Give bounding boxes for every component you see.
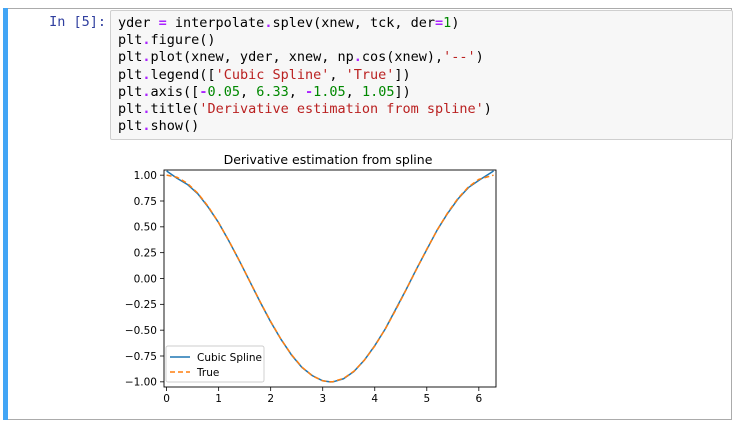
code-token: legend([ — [150, 66, 216, 83]
chart-legend: Cubic Spline True — [165, 345, 265, 383]
code-token: - — [199, 83, 208, 100]
code-token: 'True' — [345, 66, 395, 83]
code-line[interactable]: plt.plot(xnew, yder, xnew, np.cos(xnew),… — [118, 49, 484, 65]
code-input-area[interactable]: yder = interpolate.splev(xnew, tck, der=… — [110, 10, 733, 140]
code-token: , — [345, 83, 362, 100]
code-token: , — [239, 83, 257, 100]
cell-frame — [8, 8, 732, 420]
code-token: 1 — [443, 15, 452, 31]
code-token: '--' — [443, 49, 476, 66]
code-token: . — [142, 49, 151, 66]
code-token: cos(xnew), — [361, 49, 444, 66]
code-token: . — [142, 32, 151, 49]
code-token: plt — [118, 49, 143, 66]
code-token: plt — [118, 32, 143, 49]
code-token: , — [288, 83, 306, 100]
code-line[interactable]: plt.title('Derivative estimation from sp… — [118, 101, 492, 117]
code-token: . — [142, 118, 151, 135]
y-tick-label: −0.50 — [125, 325, 157, 337]
code-token: 'Derivative estimation from spline' — [199, 101, 484, 118]
code-token: ) — [475, 49, 484, 66]
code-token: axis([ — [150, 83, 200, 100]
code-token: splev(xnew, tck, der — [272, 15, 436, 31]
y-tick-label: 0.50 — [134, 222, 157, 234]
x-tick-label: 5 — [423, 393, 430, 405]
code-line[interactable]: plt.show() — [118, 118, 199, 134]
code-line[interactable]: yder = interpolate.splev(xnew, tck, der=… — [118, 15, 459, 31]
code-token: - — [305, 83, 314, 100]
code-token: interpolate — [166, 15, 265, 31]
code-token: . — [353, 49, 362, 66]
output-area: Derivative estimation from spline 0 1 2 3 4 5… — [112, 146, 512, 414]
y-tick-label: 0.75 — [134, 196, 157, 208]
code-token: . — [264, 15, 273, 31]
code-token: , — [329, 66, 346, 83]
x-tick-label: 0 — [163, 393, 170, 405]
code-token: figure() — [150, 32, 216, 49]
y-tick-label: 0.00 — [134, 273, 157, 285]
code-line[interactable]: plt.legend(['Cubic Spline', 'True']) — [118, 67, 411, 83]
code-token: ) — [451, 15, 460, 31]
y-tick-label: −0.25 — [125, 299, 157, 311]
series-line-true — [166, 174, 494, 383]
code-token: plt — [118, 83, 143, 100]
code-token: 'Cubic Spline' — [215, 66, 330, 83]
x-tick-label: 2 — [267, 393, 274, 405]
selected-cell-indicator — [3, 8, 8, 420]
code-token: plt — [118, 101, 143, 118]
code-token: ]) — [394, 66, 411, 83]
x-tick-label: 3 — [319, 393, 326, 405]
code-token: 0.05 — [207, 83, 240, 100]
x-tick-label: 6 — [475, 393, 482, 405]
code-token: = — [435, 15, 444, 31]
code-token: plot(xnew, yder, xnew, np — [150, 49, 354, 66]
code-token: ) — [483, 101, 492, 118]
code-token: 6.33 — [256, 83, 289, 100]
code-token: 1.05 — [361, 83, 395, 100]
code-token: yder — [118, 15, 159, 31]
x-tick-label: 1 — [215, 393, 222, 405]
y-tick-label: 1.00 — [134, 170, 157, 182]
input-prompt: In [5]: — [49, 14, 106, 30]
code-token: . — [142, 101, 151, 118]
code-line[interactable]: plt.figure() — [118, 32, 216, 48]
code-token: . — [142, 66, 151, 83]
legend-label-true: True — [196, 367, 219, 379]
x-tick-label: 4 — [371, 393, 378, 405]
legend-label-cubic-spline: Cubic Spline — [197, 352, 262, 364]
code-line[interactable]: plt.axis([-0.05, 6.33, -1.05, 1.05]) — [118, 84, 411, 100]
y-tick-label: −0.75 — [125, 351, 157, 363]
y-tick-label: 0.25 — [134, 247, 157, 259]
chart-title: Derivative estimation from spline — [224, 152, 433, 167]
code-token: plt — [118, 118, 143, 135]
code-token: title( — [150, 101, 200, 118]
code-token: ]) — [394, 83, 411, 100]
code-editor[interactable]: yder = interpolate.splev(xnew, tck, der=… — [118, 15, 492, 135]
code-token: = — [158, 15, 167, 31]
code-token: plt — [118, 66, 143, 83]
code-token: 1.05 — [313, 83, 346, 100]
y-tick-label: −1.00 — [125, 377, 157, 389]
derivative-chart: Derivative estimation from spline 0 1 2 3 4 5… — [125, 152, 497, 405]
code-token: show() — [150, 118, 200, 135]
legend-box — [165, 345, 265, 383]
code-token: . — [142, 83, 151, 100]
